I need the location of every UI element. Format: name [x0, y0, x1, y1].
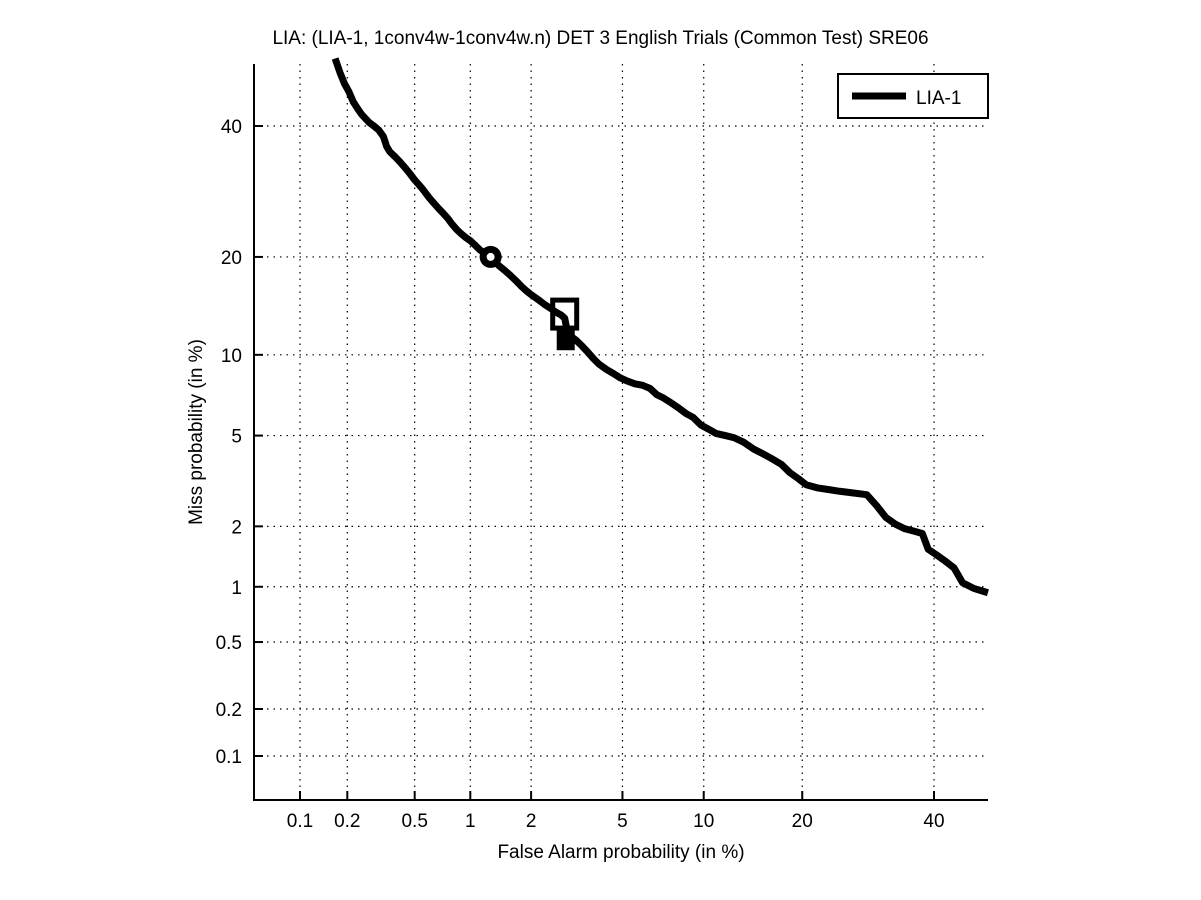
legend[interactable]: LIA-1 [837, 73, 989, 119]
markers-group [479, 245, 580, 351]
y-tick-label: 5 [231, 427, 242, 448]
tickmarks-group [254, 125, 935, 800]
x-tick-label: 40 [923, 811, 944, 832]
x-tick-label: 20 [792, 811, 813, 832]
y-tick-label: 1 [231, 578, 242, 599]
tick-labels-group: 0.1 0.2 0.5 1 2 5 10 20 40 0.1 0.2 0.5 1 2 5 10 20 40 [216, 117, 945, 832]
x-tick-label: 2 [526, 811, 537, 832]
y-axis-title: Miss probability (in %) [186, 339, 207, 525]
page-title: LIA: (LIA-1, 1conv4w-1conv4w.n) DET 3 En… [272, 28, 929, 49]
x-tick-label: 1 [465, 811, 476, 832]
axes-lines-group [253, 64, 988, 801]
gridlines-group [254, 64, 988, 800]
y-tick-label: 0.5 [216, 633, 242, 654]
x-tick-label: 0.1 [287, 811, 313, 832]
x-tick-label: 5 [617, 811, 628, 832]
x-tick-label: 10 [693, 811, 714, 832]
y-tick-label: 20 [221, 248, 242, 269]
legend-label-lia-1: LIA-1 [916, 88, 961, 109]
y-tick-label: 40 [221, 117, 242, 138]
actdcf-marker-filled [556, 330, 575, 351]
mindcf-marker-open [550, 297, 580, 331]
y-tick-label: 10 [221, 346, 242, 367]
x-tick-label: 0.5 [401, 811, 427, 832]
y-tick-label: 0.1 [216, 747, 242, 768]
y-tick-label: 0.2 [216, 700, 242, 721]
data-series-group [331, 57, 989, 597]
x-tick-label: 0.2 [334, 811, 360, 832]
det-curve-lia-1 [331, 57, 989, 597]
axis-frame [253, 64, 988, 801]
y-tick-label: 2 [231, 517, 242, 538]
x-axis-title: False Alarm probability (in %) [497, 842, 744, 863]
eer-marker-center [486, 252, 495, 261]
